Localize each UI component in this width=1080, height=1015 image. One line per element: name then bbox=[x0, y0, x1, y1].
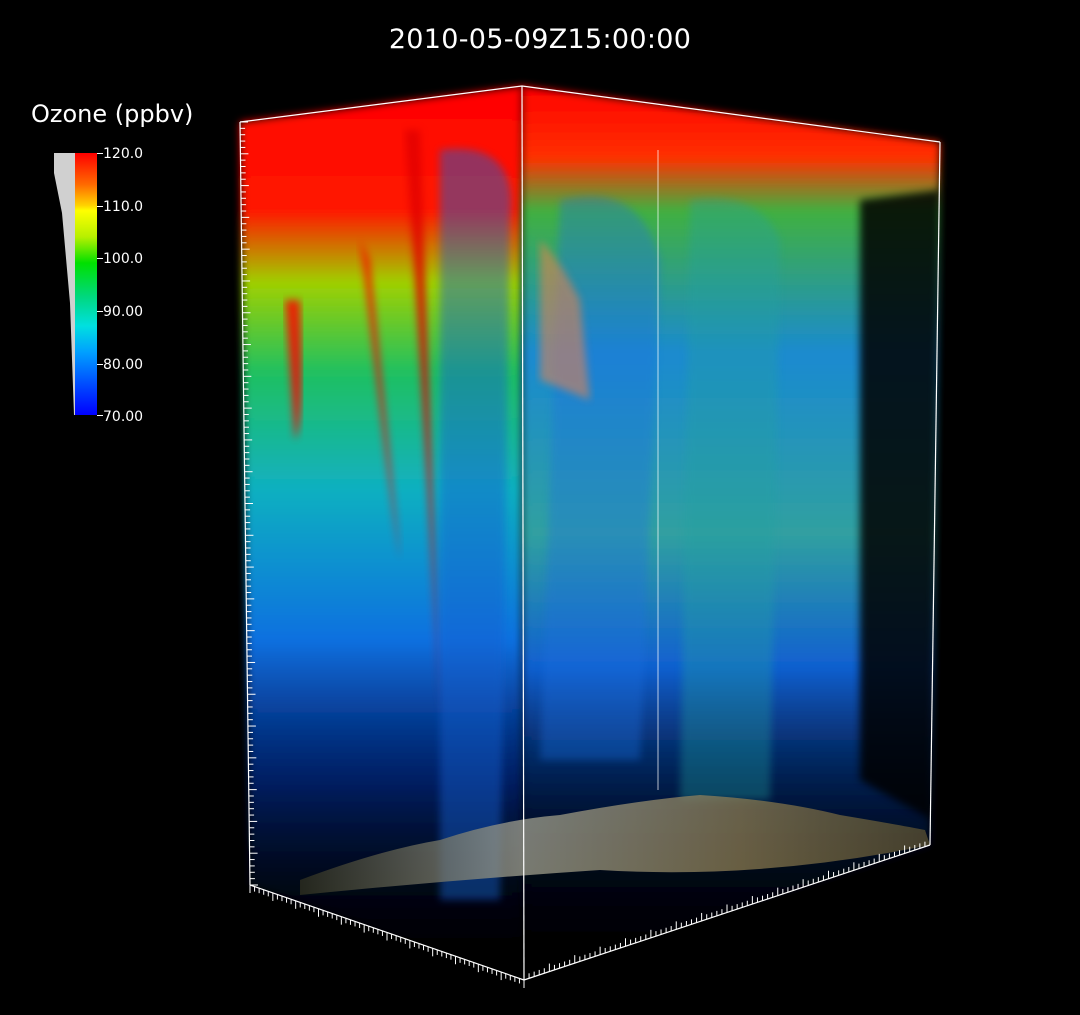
colorbar-tick bbox=[97, 364, 103, 365]
opacity-ramp bbox=[54, 153, 76, 415]
timestamp-title: 2010-05-09Z15:00:00 bbox=[388, 24, 692, 55]
colorbar-tick bbox=[97, 415, 103, 416]
colorbar-tick bbox=[97, 153, 103, 154]
colorbar bbox=[75, 153, 97, 415]
colorbar-title: Ozone (ppbv) bbox=[31, 100, 194, 128]
colorbar-tick-label: 90.00 bbox=[103, 304, 144, 320]
colorbar-tick bbox=[97, 311, 103, 312]
colorbar-tick bbox=[97, 258, 103, 259]
axis-ticks bbox=[240, 121, 258, 886]
terrain bbox=[300, 795, 930, 895]
colorbar-tick-label: 80.00 bbox=[103, 357, 144, 373]
colorbar-tick-label: 100.0 bbox=[103, 251, 144, 267]
colorbar-tick-label: 120.0 bbox=[103, 146, 144, 162]
colorbar-tick-label: 110.0 bbox=[103, 199, 144, 215]
colorbar-tick-label: 70.00 bbox=[103, 409, 144, 425]
colorbar-tick bbox=[97, 206, 103, 207]
axis-ticks bbox=[249, 885, 525, 988]
axis-ticks bbox=[523, 837, 931, 980]
